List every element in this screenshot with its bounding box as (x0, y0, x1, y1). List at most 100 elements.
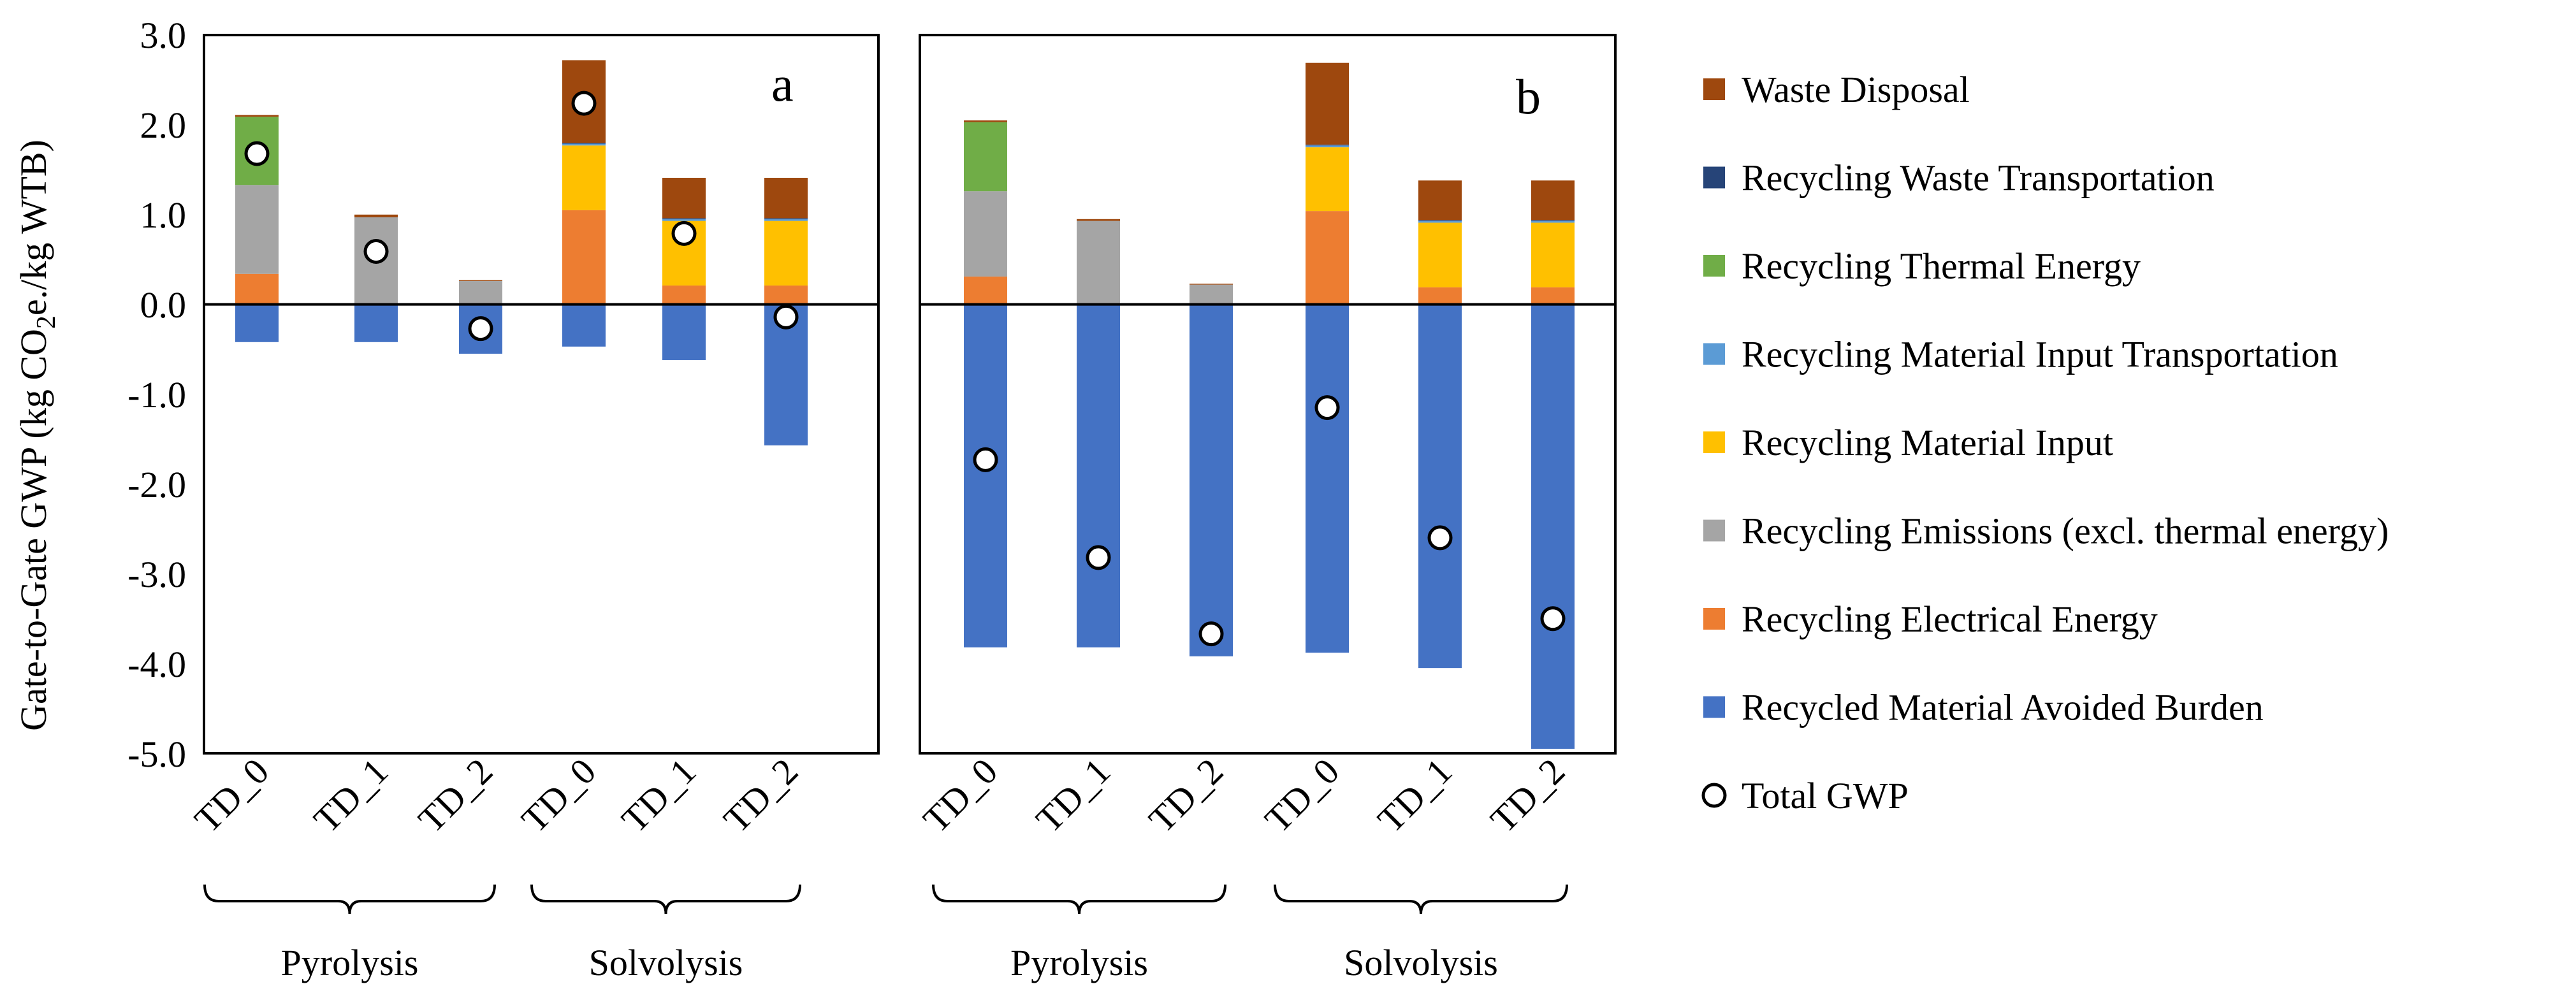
bar-segment (354, 304, 398, 342)
group-bracket (932, 884, 1226, 915)
group-label: Pyrolysis (281, 942, 419, 983)
y-tick-label: -3.0 (127, 554, 186, 595)
panel-a-label: a (771, 56, 794, 112)
bar-segment (562, 143, 606, 146)
bar-segment (235, 273, 279, 305)
category-label: TD_2 (411, 750, 501, 841)
category-label: TD_2 (1141, 750, 1232, 841)
legend-label: Recycling Material Input Transportation (1742, 334, 2338, 375)
y-axis-title-part3: e./kg WTB) (13, 140, 54, 315)
y-tick-label: -2.0 (127, 464, 186, 505)
category-label: TD_1 (1028, 750, 1119, 841)
y-axis-title-subscript: 2 (32, 315, 61, 329)
bar-segment (964, 191, 1007, 277)
total-gwp-marker (1314, 395, 1340, 421)
total-gwp-marker (773, 304, 799, 329)
bar-segment (459, 280, 502, 305)
bar-segment (235, 115, 279, 117)
total-gwp-marker (671, 221, 697, 246)
bar-segment (764, 221, 808, 286)
legend-label: Recycled Material Avoided Burden (1742, 687, 2264, 728)
total-gwp-marker (1086, 545, 1111, 570)
bar-segment (1077, 219, 1120, 221)
category-label: TD_1 (1370, 750, 1460, 841)
total-gwp-marker (363, 239, 389, 264)
total-gwp-marker (468, 316, 493, 342)
y-axis-title: Gate-to-Gate GWP (kg CO2e./kg WTB) (13, 140, 61, 731)
legend-label: Recycling Waste Transportation (1742, 157, 2215, 199)
bar-segment (1418, 221, 1462, 223)
legend-swatch (1703, 166, 1725, 189)
category-labels: TD_0 TD_1 TD_2 TD_0 TD_1 TD_2 TD_0 TD_1 TD_2 TD_0… (187, 750, 1573, 841)
legend-label: Total GWP (1742, 775, 1909, 816)
y-tick-label: -5.0 (127, 734, 186, 775)
group-label: Pyrolysis (1010, 942, 1148, 983)
bar-segment (662, 218, 706, 219)
bar-segment (1190, 284, 1233, 305)
total-gwp-marker (1540, 606, 1566, 632)
bar-segment (964, 304, 1007, 647)
legend-swatch (1703, 255, 1725, 277)
bar-segment (964, 276, 1007, 305)
total-markers (244, 90, 1566, 647)
bar-segment (764, 219, 808, 221)
bar-segment (1190, 304, 1233, 656)
y-axis-title-part1: Gate-to-Gate GWP (kg CO (13, 329, 54, 731)
bar-segment (1306, 304, 1349, 653)
bar-segment (1531, 221, 1575, 223)
bar-segment (1531, 220, 1575, 221)
bar-segment (964, 120, 1007, 122)
category-label: TD_2 (1483, 750, 1573, 841)
bar-segment (764, 286, 808, 305)
bar-segment (662, 177, 706, 219)
legend-label: Recycling Electrical Energy (1742, 598, 2158, 640)
legend: Waste Disposal Recycling Waste Transporta… (1701, 69, 2389, 816)
category-label: TD_1 (614, 750, 704, 841)
group-bracket (530, 884, 801, 915)
category-label: TD_0 (915, 750, 1006, 841)
y-tick-label: 3.0 (140, 15, 187, 56)
y-tick-label: 2.0 (140, 105, 187, 146)
total-gwp-marker (571, 90, 597, 116)
bar-segment (1418, 220, 1462, 221)
y-tick-label: -1.0 (127, 374, 186, 416)
y-tick-labels: 3.0 2.0 1.0 0.0 -1.0 -2.0 -3.0 -4.0 -5.0 (127, 15, 186, 775)
total-gwp-marker (1427, 525, 1453, 551)
total-gwp-marker (973, 447, 998, 472)
legend-swatch (1703, 343, 1725, 365)
bar-segment (764, 218, 808, 219)
bar-segment (562, 145, 606, 210)
legend-label: Recycling Material Input (1742, 422, 2113, 463)
category-label: TD_1 (306, 750, 397, 841)
legend-swatch-circle (1701, 783, 1727, 808)
bar-segment (964, 122, 1007, 192)
bar-segment (1418, 287, 1462, 305)
bar-segment (1077, 304, 1120, 647)
bar-segment (1531, 287, 1575, 305)
bar-segment (1306, 62, 1349, 145)
legend-label: Waste Disposal (1742, 69, 1970, 110)
group-bracket (203, 884, 496, 915)
y-tick-label: 1.0 (140, 194, 187, 236)
legend-swatch (1703, 519, 1725, 542)
category-label: TD_0 (514, 750, 604, 841)
group-bracket (1274, 884, 1568, 915)
bar-segment (1531, 304, 1575, 749)
panel-b-frame (919, 34, 1617, 755)
y-tick-label: -4.0 (127, 644, 186, 685)
bar-segment (562, 304, 606, 347)
bar-segment (1418, 180, 1462, 221)
group-label: Solvolysis (1344, 942, 1498, 983)
category-label: TD_0 (187, 750, 277, 841)
bar-segment (235, 304, 279, 342)
legend-swatch (1703, 696, 1725, 718)
group-label: Solvolysis (589, 942, 743, 983)
bar-segment (1531, 180, 1575, 221)
bar-segment (662, 219, 706, 221)
category-label: TD_2 (716, 750, 806, 841)
bar-segment (562, 210, 606, 305)
bar-segment (235, 185, 279, 274)
bar-segment (662, 304, 706, 360)
bars-layer (235, 60, 1575, 749)
bar-segment (1418, 304, 1462, 669)
